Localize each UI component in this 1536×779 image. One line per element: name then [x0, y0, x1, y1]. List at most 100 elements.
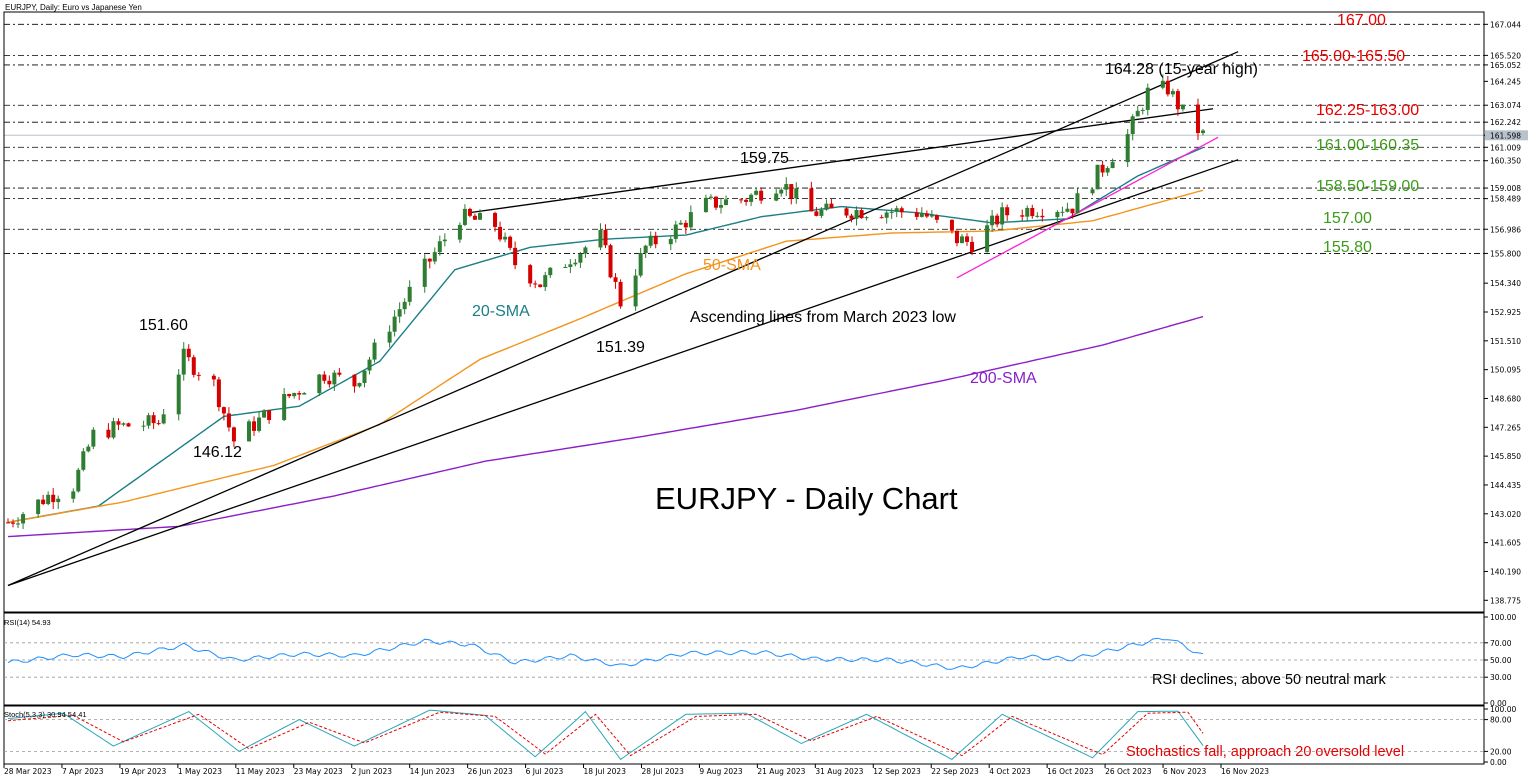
candle-body — [919, 213, 924, 217]
candle-body — [568, 264, 573, 267]
candle-body — [292, 393, 297, 397]
candle-body — [985, 225, 990, 253]
symbol-title: EURJPY, Daily: Euro vs Japanese Yen — [5, 3, 142, 12]
candle-body — [21, 514, 26, 524]
candle-body — [814, 211, 819, 216]
candle-body — [297, 393, 302, 395]
stoch-tick-label: 100.00 — [1490, 705, 1516, 714]
candle-body — [332, 372, 337, 385]
stoch-main-line — [7, 709, 1204, 761]
level-label-155-80: 155.80 — [1323, 239, 1372, 256]
candle-body — [794, 188, 799, 199]
level-label-162-25: 162.25-163.00 — [1316, 102, 1419, 119]
candle-body — [211, 375, 216, 380]
price-tick-label: 148.680 — [1490, 394, 1521, 403]
date-tick-label: 23 May 2023 — [294, 767, 343, 776]
price-tick-label: 155.800 — [1490, 249, 1521, 258]
candle-body — [467, 208, 472, 216]
candle-body — [282, 394, 287, 421]
candle-body — [1125, 134, 1130, 163]
candle-body — [824, 203, 829, 210]
candle-body — [56, 498, 61, 503]
rsi-panel: 100.00 70.00 50.00 30.00 0.00 — [4, 613, 1516, 708]
price-tick-label: 140.190 — [1490, 567, 1521, 576]
steep-line — [7, 51, 1239, 587]
candle-body — [176, 374, 181, 415]
candle-body — [724, 199, 729, 206]
candle-body — [126, 423, 131, 427]
price-tick-label: 163.074 — [1490, 101, 1521, 110]
level-label-167: 167.00 — [1337, 12, 1386, 29]
level-label-158-50: 158.50-159.00 — [1316, 178, 1419, 195]
rsi-line — [7, 637, 1204, 670]
candle-body — [226, 413, 231, 428]
candle-body — [683, 222, 688, 228]
candle-body — [528, 265, 533, 284]
candle-body — [1095, 164, 1100, 190]
candle-body — [538, 284, 543, 288]
candle-body — [11, 522, 16, 524]
candle-body — [432, 252, 437, 262]
candle-body — [287, 394, 292, 397]
candle-body — [703, 197, 708, 213]
candle-body — [1110, 162, 1115, 169]
candle-body — [673, 224, 678, 239]
rsi-tick-label: 100.00 — [1490, 613, 1516, 622]
candle-body — [533, 283, 538, 285]
magenta-line — [956, 136, 1219, 279]
candle-body — [573, 262, 578, 265]
candle-body — [844, 208, 849, 216]
candle-body — [41, 499, 46, 505]
candle-body — [477, 212, 482, 220]
candle-body — [934, 215, 939, 220]
candle-body — [1165, 80, 1170, 95]
price-tick-label: 138.775 — [1490, 596, 1521, 605]
candle-body — [1030, 207, 1035, 217]
candle-body — [317, 374, 322, 394]
annotation-15y-high: 164.28 (15-year high) — [1105, 61, 1258, 78]
candle-body — [598, 230, 603, 248]
candle-body — [262, 410, 267, 418]
candle-body — [402, 301, 407, 310]
candle-body — [1145, 87, 1150, 110]
candle-body — [141, 425, 146, 427]
stoch-tick-label: 20.00 — [1490, 747, 1512, 756]
candle-body — [252, 421, 257, 431]
date-tick-label: 14 Jun 2023 — [410, 767, 455, 776]
candle-body — [407, 286, 412, 302]
candle-body — [1140, 109, 1145, 111]
candle-body — [1040, 215, 1045, 218]
date-tick-label: 31 Aug 2023 — [815, 767, 863, 776]
candle-body — [161, 414, 166, 424]
price-tick-label: 147.265 — [1490, 423, 1521, 432]
candle-body — [181, 348, 186, 375]
candle-body — [16, 523, 21, 525]
date-tick-label: 4 Oct 2023 — [989, 767, 1031, 776]
candle-body — [513, 247, 518, 266]
current-price-box — [1485, 130, 1528, 141]
date-tick-label: 16 Nov 2023 — [1221, 767, 1269, 776]
candle-body — [352, 374, 357, 387]
candle-body — [46, 494, 51, 505]
price-tick-label: 143.020 — [1490, 510, 1521, 519]
candle-body — [121, 423, 126, 425]
rsi-tick-label: 0.00 — [1490, 699, 1507, 708]
date-tick-label: 18 Jul 2023 — [584, 767, 627, 776]
candle-body — [1025, 207, 1030, 217]
candle-body — [151, 415, 156, 424]
candle-body — [603, 230, 608, 246]
lower-line — [7, 159, 1239, 587]
rsi-title: RSI(14) 54.93 — [4, 618, 51, 627]
price-tick-label: 154.340 — [1490, 279, 1521, 288]
candle-body — [508, 236, 513, 248]
candle-body — [1060, 211, 1065, 213]
rsi-tick-label: 30.00 — [1490, 673, 1512, 682]
candle-body — [789, 184, 794, 199]
candle-body — [106, 429, 111, 438]
candle-body — [708, 196, 713, 198]
candle-body — [422, 258, 427, 287]
candle-body — [503, 236, 508, 240]
candle-body — [1005, 207, 1010, 216]
candle-body — [362, 370, 367, 384]
date-tick-label: 26 Oct 2023 — [1105, 767, 1152, 776]
